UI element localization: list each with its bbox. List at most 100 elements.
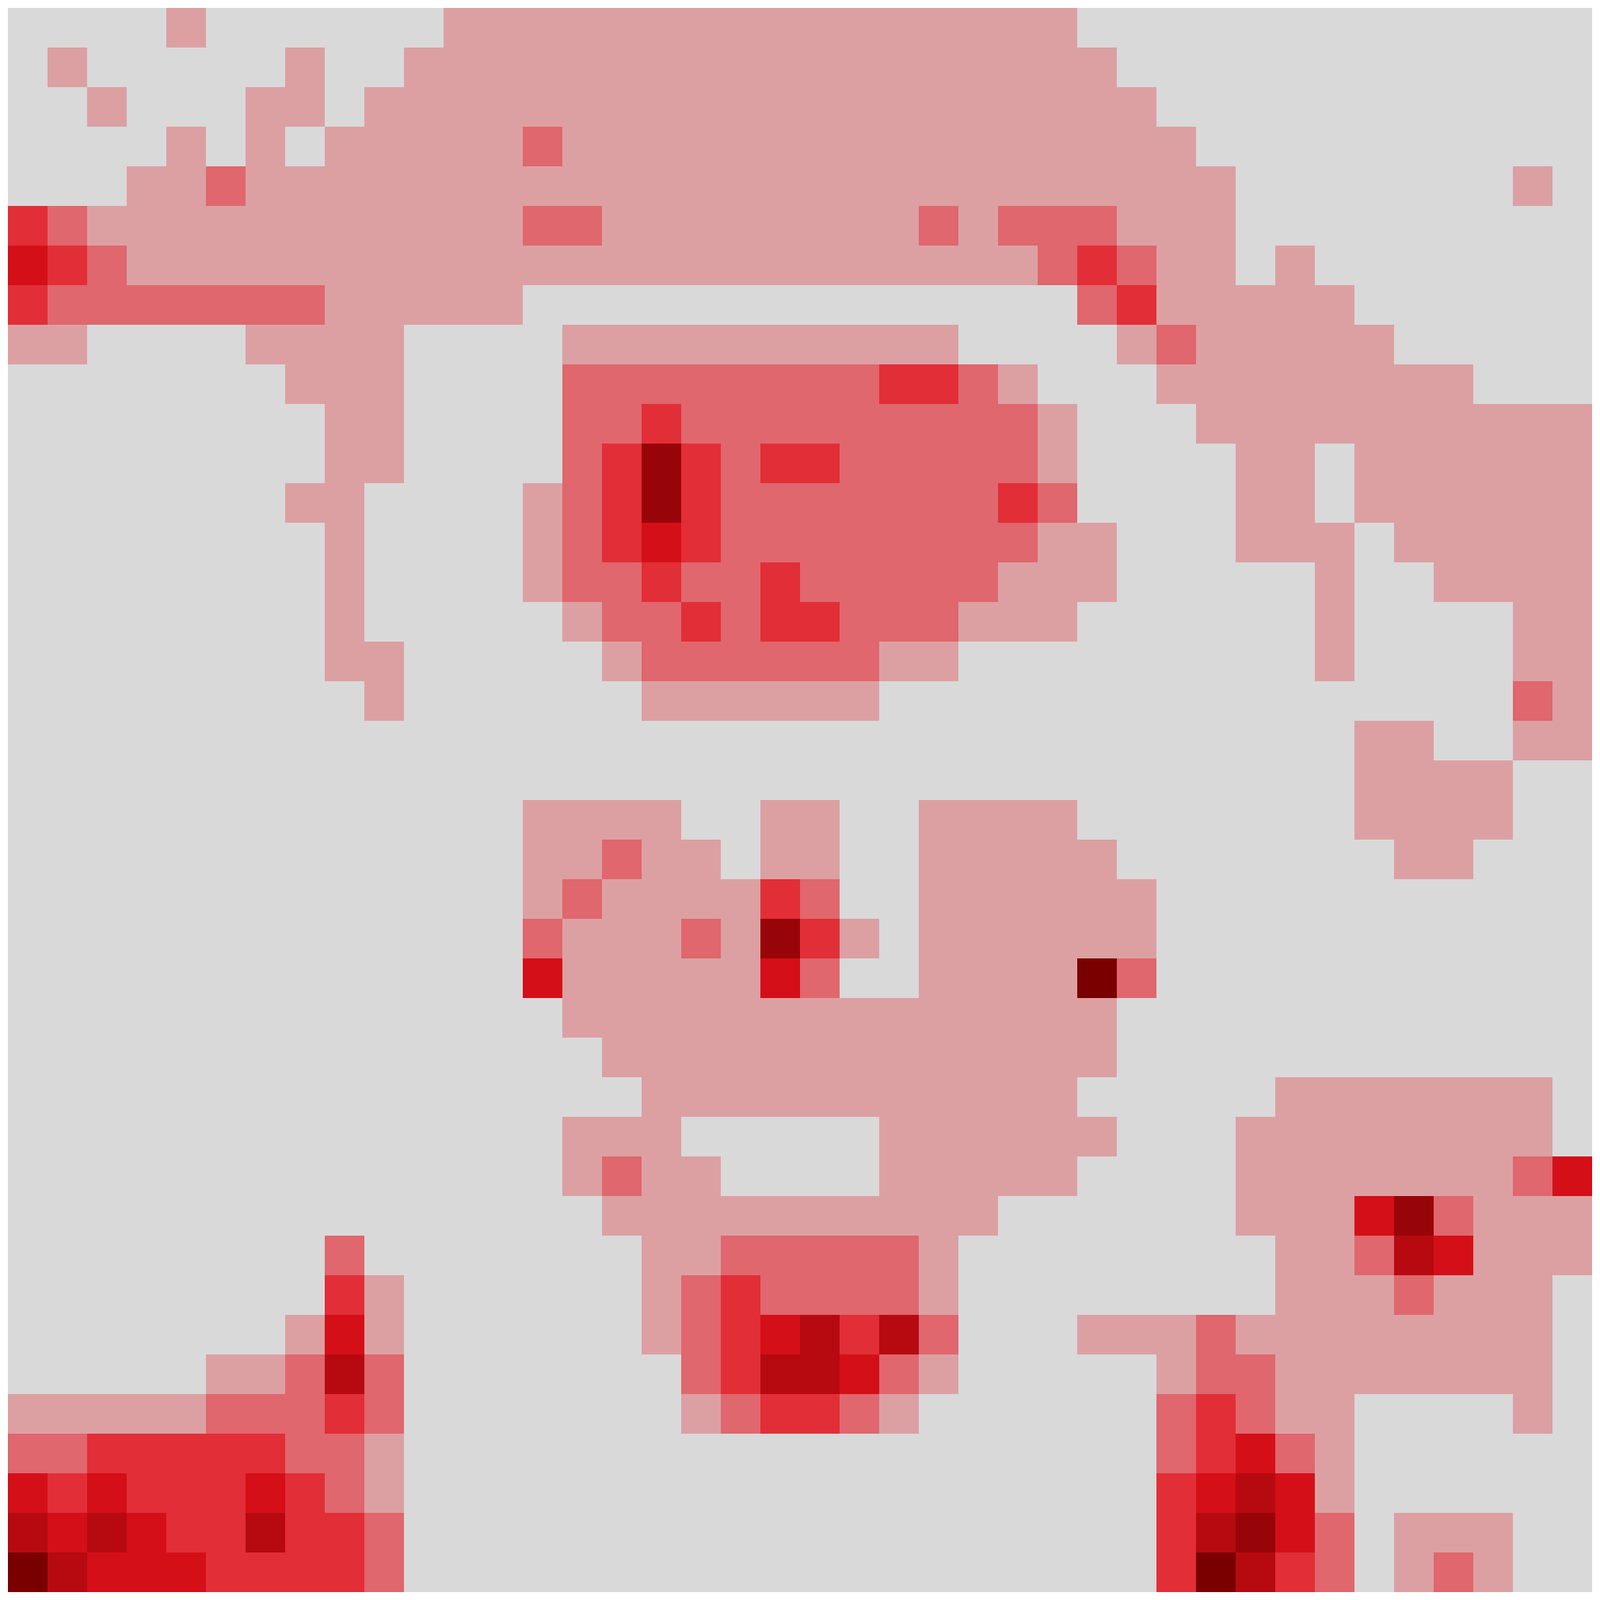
heat-cell [800,800,841,841]
heat-cell [364,1275,405,1316]
heat-cell [720,245,762,286]
heat-cell [1275,958,1316,999]
heat-cell [1552,403,1593,445]
heat-cell [1037,918,1079,960]
heat-cell [483,1116,524,1158]
heat-cell [720,720,762,762]
heat-cell [7,1394,49,1435]
heat-cell [87,1275,128,1316]
heat-cell [720,1116,762,1158]
heat-cell [879,839,920,880]
heat-cell [364,1196,405,1237]
heat-cell [1552,522,1593,564]
heat-cell [1196,601,1237,643]
heat-cell [1156,760,1197,801]
heat-cell [720,879,762,920]
heat-cell [681,1433,722,1475]
heat-cell [681,1156,722,1197]
heat-cell [1037,839,1079,880]
heat-cell [126,1235,168,1277]
heat-cell [1552,998,1593,1039]
heat-cell [1473,562,1514,603]
heat-cell [998,800,1039,841]
heat-cell [245,1037,286,1079]
heat-cell [641,1037,682,1079]
heat-cell [47,522,88,564]
heat-cell [918,918,960,960]
heat-cell [681,205,722,247]
heat-cell [285,1354,326,1395]
heat-cell [87,1077,128,1118]
heat-cell [1473,1037,1514,1079]
heat-cell [1037,1077,1079,1118]
heat-cell [760,1037,801,1079]
heat-cell [285,364,326,405]
heat-cell [1314,166,1356,207]
heat-cell [364,760,405,801]
heat-cell [1116,720,1158,762]
heat-cell [285,681,326,722]
heat-cell [7,998,49,1039]
heat-cell [1156,403,1197,445]
heat-cell [918,126,960,168]
heat-cell [1275,998,1316,1039]
heat-cell [285,324,326,366]
heat-cell [1116,681,1158,722]
heat-cell [839,1512,880,1554]
heat-cell [166,1473,207,1514]
heat-cell [879,245,920,286]
heat-cell [87,958,128,999]
heat-cell [1473,1314,1514,1356]
heat-cell [483,7,524,49]
heat-cell [1354,245,1395,286]
heat-cell [443,760,484,801]
heat-cell [760,562,801,603]
heat-cell [1235,126,1277,168]
heat-cell [760,1275,801,1316]
heat-cell [1037,1314,1079,1356]
heat-cell [998,1156,1039,1197]
heat-cell [958,483,999,524]
heat-cell [324,958,366,999]
heat-cell [998,839,1039,880]
heat-cell [720,87,762,128]
heat-cell [641,720,682,762]
heat-cell [601,47,643,88]
heat-cell [1037,681,1079,722]
heat-cell [1077,839,1118,880]
heat-cell [681,601,722,643]
heat-cell [522,245,564,286]
heat-cell [1196,641,1237,682]
heat-cell [87,285,128,326]
heat-cell [760,1433,801,1475]
heat-cell [1156,1275,1197,1316]
heat-cell [364,601,405,643]
heat-cell [562,1196,603,1237]
heat-cell [7,879,49,920]
heat-cell [47,1037,88,1079]
heat-cell [998,681,1039,722]
heat-cell [1512,47,1554,88]
heat-cell [1394,998,1435,1039]
heat-cell [522,879,564,920]
heat-cell [562,285,603,326]
heat-cell [1235,1037,1277,1079]
heat-cell [483,1235,524,1277]
heat-cell [1275,1116,1316,1158]
heat-cell [918,1037,960,1079]
heat-cell [1196,1275,1237,1316]
heat-cell [1394,1235,1435,1277]
heat-cell [839,364,880,405]
heat-cell [1116,641,1158,682]
heat-cell [720,800,762,841]
heat-cell [839,760,880,801]
heat-cell [1077,998,1118,1039]
heat-cell [1512,364,1554,405]
heat-cell [7,681,49,722]
heat-cell [1354,1473,1395,1514]
heat-cell [1116,364,1158,405]
heat-cell [403,47,445,88]
heat-cell [562,879,603,920]
heat-cell [839,87,880,128]
heat-cell [1037,1156,1079,1197]
